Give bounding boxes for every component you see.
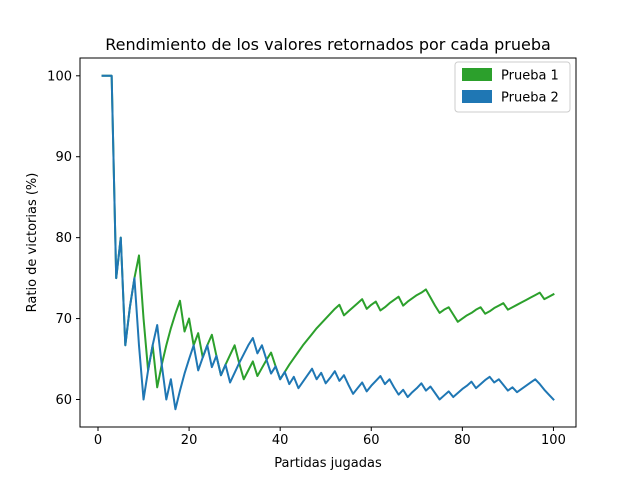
- x-tick-label: 60: [363, 433, 380, 448]
- plot-lines: [101, 74, 555, 411]
- x-tick-label: 40: [272, 433, 289, 448]
- y-tick-label: 90: [55, 150, 72, 165]
- legend-swatch-prueba-2: [462, 90, 492, 103]
- y-tick-label: 100: [47, 69, 72, 84]
- series-line-prueba-2: [101, 74, 555, 411]
- x-tick-label: 100: [541, 433, 566, 448]
- y-axis-label: Ratio de victorias (%): [25, 173, 40, 313]
- legend-swatch-prueba-1: [462, 68, 492, 81]
- x-axis: 0 20 40 60 80 100: [94, 427, 566, 448]
- y-tick-label: 80: [55, 231, 72, 246]
- y-tick-label: 60: [55, 393, 72, 408]
- x-tick-label: 80: [454, 433, 471, 448]
- y-axis: 60 70 80 90 100: [47, 69, 80, 408]
- legend: Prueba 1 Prueba 2: [454, 61, 571, 113]
- x-tick-label: 20: [181, 433, 198, 448]
- plot-frame: [79, 57, 577, 428]
- x-axis-label: Partidas jugadas: [274, 456, 382, 471]
- x-tick-label: 0: [94, 433, 102, 448]
- chart-title: Rendimiento de los valores retornados po…: [105, 35, 551, 54]
- series-line-prueba-1: [101, 74, 555, 389]
- legend-label-prueba-2: Prueba 2: [501, 91, 559, 106]
- legend-label-prueba-1: Prueba 1: [501, 69, 559, 84]
- y-tick-label: 70: [55, 312, 72, 327]
